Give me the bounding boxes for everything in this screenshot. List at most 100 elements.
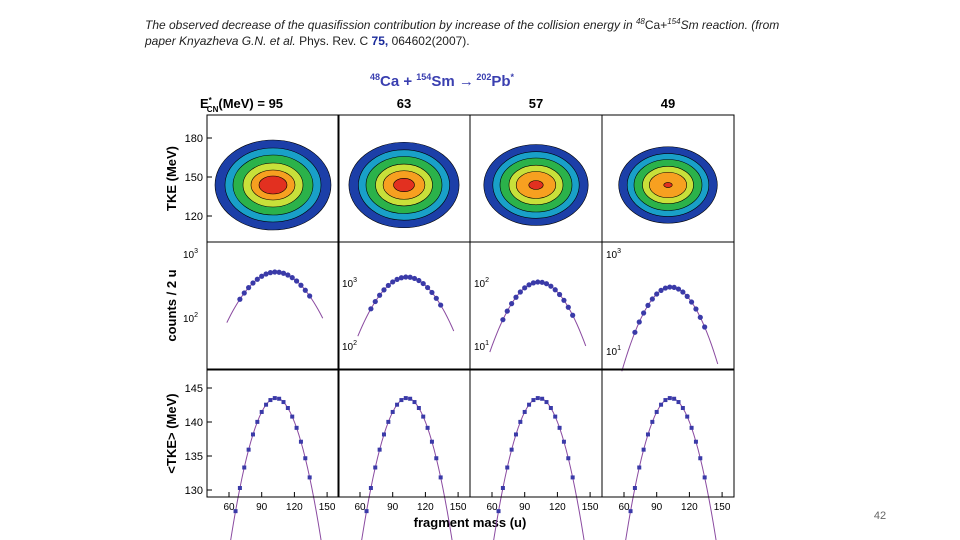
point [407,274,413,280]
exp: 1 [617,345,621,352]
point [697,314,703,320]
point [527,402,532,407]
point [632,329,638,335]
point [237,296,243,302]
point [394,276,400,282]
point [233,509,238,514]
point [412,400,417,405]
caption-line: paper Knyazheva G.N. et al. Phys. Rev. C… [145,34,470,48]
point [540,396,545,401]
y-tick-label: 150 [185,172,203,184]
x-tick-label: 60 [486,502,498,513]
text: Ca+ [644,18,668,32]
point [672,396,677,401]
point [403,396,408,401]
point [632,486,637,490]
y-tick-label: 103 [342,277,357,290]
panel-frame [337,369,471,498]
text: Sm reaction. (from [680,18,780,32]
point [654,291,660,297]
point [504,308,510,314]
contour [258,175,288,195]
point [649,296,655,302]
point [658,287,664,293]
point [381,287,387,293]
energy-label: E* CN(MeV) = 95 [200,96,283,114]
point [689,425,694,430]
point [438,475,443,480]
point [522,409,527,414]
point [556,291,563,298]
point [267,270,274,276]
point [259,409,264,414]
point [702,324,708,330]
point [505,465,510,470]
panel-frame [206,241,340,370]
point [693,439,698,444]
base: 10 [342,279,354,290]
x-tick-label: 150 [450,502,467,513]
point [246,285,252,291]
point [408,396,413,401]
point [242,465,247,470]
x-tick-label: 60 [618,502,630,513]
x-tick-label: 150 [319,502,336,513]
panel-frame [206,369,340,498]
x-tick-label: 120 [681,502,698,513]
x-tick-label: 90 [256,502,268,513]
point [368,306,374,312]
exp: 3 [194,248,198,255]
base: 10 [606,347,618,358]
point [377,292,383,298]
point [496,509,501,514]
contour [393,178,415,192]
point [381,432,386,437]
point [641,310,647,316]
y-tick-label: 140 [185,417,203,429]
point [277,396,282,401]
base: 10 [183,250,195,261]
point [307,293,313,299]
point [250,432,255,437]
point [671,284,677,290]
point [429,289,435,296]
point [676,400,681,405]
point [688,299,695,305]
exp: 2 [485,277,489,284]
point [530,280,537,286]
point [254,276,260,282]
panel-frame [601,369,735,498]
point [272,269,278,275]
x-tick-label: 150 [582,502,599,513]
point [539,279,545,285]
point [264,402,269,407]
x-tick-label: 60 [223,502,235,513]
y-tick-label: 103 [606,248,621,261]
point [667,396,672,401]
point [385,282,391,289]
point [293,278,300,284]
x-axis-label: fragment mass (u) [414,515,527,530]
base: 10 [606,250,618,261]
y-tick-label: 120 [185,211,203,223]
y-tick-label: 102 [474,277,489,290]
point [246,447,251,452]
panel-frame [469,241,603,370]
point [395,402,400,407]
point [565,304,571,310]
y-tick-label: 101 [606,345,621,358]
point [307,475,312,480]
point [411,275,418,282]
figure-title: 48Ca + 154Sm → 202Pb* [370,72,515,90]
point [675,286,682,292]
point [636,319,642,325]
point [522,285,528,291]
point [434,456,439,461]
y-tick-label: 130 [185,485,203,497]
point [628,509,633,514]
point [667,284,673,290]
x-tick-label: 150 [714,502,731,513]
point [272,396,277,401]
point [433,295,439,301]
